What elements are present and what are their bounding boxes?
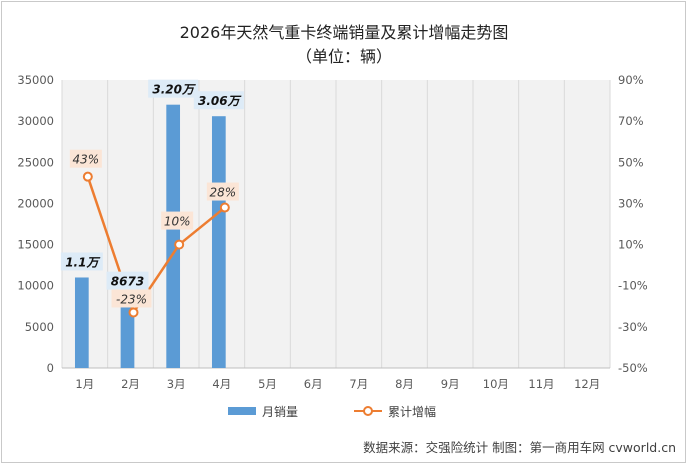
right-axis-tick: -10%: [618, 279, 648, 293]
line-marker: [82, 171, 93, 182]
bar-label-bg: [148, 79, 199, 98]
line-label: -23%: [116, 292, 147, 306]
right-axis-tick: 90%: [618, 73, 644, 87]
bar-label: 8673: [111, 275, 144, 289]
gridlines: [61, 80, 611, 369]
bar-label-bg: [106, 271, 149, 290]
x-axis-tick: 5月: [258, 377, 277, 391]
bar-label: 3.06万: [198, 94, 242, 108]
bar-label-bg: [60, 252, 103, 271]
x-axis-tick: 12月: [574, 377, 600, 391]
right-axis-tick: 50%: [618, 155, 644, 169]
bar: [74, 277, 89, 368]
x-axis-tick: 3月: [167, 377, 186, 391]
left-axis-tick: 10000: [17, 279, 54, 293]
right-axis-tick: 70%: [618, 114, 644, 128]
legend-bar-swatch: [228, 407, 256, 415]
source-note: 数据来源：交强险统计 制图：第一商用车网 cvworld.cn: [363, 440, 676, 455]
right-axis-tick: 30%: [618, 196, 644, 210]
chart-subtitle: （单位：辆）: [296, 47, 392, 66]
line-label-bg: [111, 289, 152, 308]
x-axis-tick: 8月: [395, 377, 414, 391]
right-axis-tick: 10%: [618, 238, 644, 252]
right-axis-tick: -30%: [618, 320, 648, 334]
right-axis-tick: -50%: [618, 361, 648, 375]
line-label-bg: [69, 149, 102, 168]
legend-line-marker: [363, 406, 373, 416]
bar-label-bg: [193, 91, 244, 110]
x-axis-tick: 6月: [304, 377, 323, 391]
left-axis-tick: 30000: [17, 114, 54, 128]
left-axis-tick: 0: [47, 361, 54, 375]
bar: [211, 116, 226, 368]
line-marker: [128, 307, 139, 318]
right-axis: -50% -30% -10% 10% 30% 50% 70% 90%: [618, 73, 648, 375]
legend-bar-label: 月销量: [262, 405, 298, 419]
bar: [166, 104, 181, 368]
line-marker: [174, 239, 185, 250]
line-path: [86, 176, 226, 316]
legend: 月销量 累计增幅: [228, 404, 436, 419]
bar-label: 1.1万: [65, 255, 100, 269]
left-axis-tick: 5000: [25, 320, 54, 334]
x-axis-tick: 1月: [75, 377, 94, 391]
x-axis: 1月 2月 3月 4月 5月 6月 7月 8月 9月 10月 11月 12月: [75, 377, 600, 391]
line-marker: [219, 202, 230, 213]
left-axis-tick: 15000: [17, 238, 54, 252]
left-axis: 0 5000 10000 15000 20000 25000 30000 35000: [17, 73, 54, 375]
bar-series: [74, 104, 226, 368]
chart-title: 2026年天然气重卡终端销量及累计增幅走势图: [180, 23, 509, 42]
x-axis-tick: 9月: [441, 377, 460, 391]
left-axis-tick: 35000: [17, 73, 54, 87]
left-axis-tick: 25000: [17, 155, 54, 169]
line-series: [82, 171, 230, 318]
line-data-labels: 43% -23% 10% 28%: [69, 149, 239, 308]
legend-line-label: 累计增幅: [388, 404, 436, 419]
line-label: 10%: [164, 215, 191, 229]
x-axis-tick: 2月: [121, 377, 140, 391]
line-label: 43%: [72, 153, 99, 167]
line-label: 28%: [209, 186, 236, 200]
x-axis-tick: 7月: [349, 377, 368, 391]
x-axis-tick: 10月: [483, 377, 509, 391]
x-axis-tick: 4月: [212, 377, 231, 391]
line-label-bg: [161, 211, 194, 230]
left-axis-tick: 20000: [17, 196, 54, 210]
bar-label: 3.20万: [152, 83, 196, 97]
line-label-bg: [206, 182, 239, 201]
x-axis-tick: 11月: [528, 377, 554, 391]
